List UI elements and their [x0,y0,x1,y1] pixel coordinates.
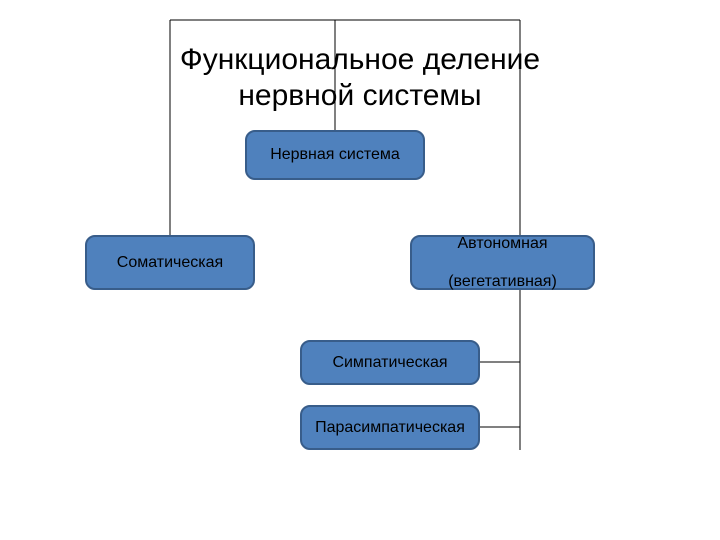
node-root-label: Нервная система [270,145,400,164]
node-parasym-label: Парасимпатическая [315,418,465,437]
diagram-title: Функциональное деление нервной системы [120,42,600,114]
node-sympathetic: Симпатическая [300,340,480,385]
node-autonomic-label2: (вегетативная) [448,272,557,291]
node-somatic: Соматическая [85,235,255,290]
node-parasympathetic: Парасимпатическая [300,405,480,450]
title-line1: Функциональное деление [180,43,540,76]
node-sympathetic-label: Симпатическая [332,353,447,372]
node-autonomic: Автономная (вегетативная) [410,235,595,290]
node-root: Нервная система [245,130,425,180]
title-line2: нервной системы [238,79,481,112]
node-somatic-label: Соматическая [117,253,223,272]
node-autonomic-label1: Автономная [458,234,548,253]
